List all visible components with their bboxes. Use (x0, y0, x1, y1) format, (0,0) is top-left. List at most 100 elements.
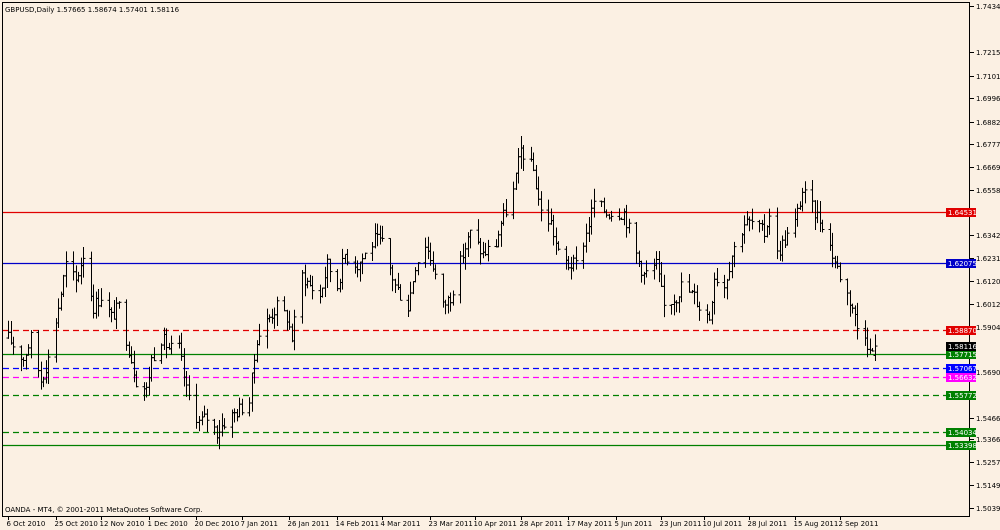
price-bar (574, 246, 579, 270)
price-bar (310, 275, 315, 300)
y-tick-label: 1.62310 (976, 255, 1000, 263)
level-tag-label: 1.56632 (948, 374, 977, 382)
level-tag-bg (946, 373, 976, 382)
x-tick-label: 5 Jun 2011 (615, 520, 653, 528)
price-bar (380, 225, 385, 242)
x-tick-label: 10 Apr 2011 (474, 520, 517, 528)
level-tag-label: 1.54034 (948, 429, 977, 437)
y-tick-label: 1.52570 (976, 459, 1000, 467)
price-bar (275, 296, 280, 327)
price-bar (64, 251, 69, 288)
price-bar (838, 262, 843, 283)
y-tick-label: 1.54660 (976, 415, 1000, 423)
price-bar (99, 288, 104, 308)
x-tick-label: 25 Oct 2010 (55, 520, 98, 528)
y-tick-label: 1.68820 (976, 119, 1000, 127)
y-tick-label: 1.50390 (976, 505, 1000, 513)
x-tick-label: 23 Jun 2011 (660, 520, 702, 528)
y-tick-label: 1.74340 (976, 3, 1000, 11)
y-tick-label: 1.63420 (976, 232, 1000, 240)
x-tick-label: 20 Dec 2010 (195, 520, 240, 528)
y-tick-label: 1.69960 (976, 95, 1000, 103)
price-bar (328, 258, 333, 283)
price-bar (803, 181, 808, 204)
y-tick-label: 1.51490 (976, 482, 1000, 490)
y-tick-label: 1.71010 (976, 73, 1000, 81)
level-tag-label: 1.57715 (948, 351, 977, 359)
y-tick-label: 1.72150 (976, 49, 1000, 57)
time-axis[interactable]: 6 Oct 2010 25 Oct 2010 12 Nov 2010 1 Dec 20… (7, 516, 879, 528)
plot-frame (2, 2, 970, 517)
y-tick-label: 1.53660 (976, 436, 1000, 444)
x-tick-label: 17 May 2011 (567, 520, 613, 528)
y-tick-label: 1.59040 (976, 324, 1000, 332)
price-bar (767, 208, 772, 235)
price-bar (134, 370, 139, 388)
price-bar (873, 334, 878, 362)
level-tag-bg (946, 428, 976, 437)
level-tag-bg (946, 441, 976, 450)
level-tag-bg (946, 391, 976, 400)
level-tag-label: 1.58870 (948, 327, 977, 335)
level-tag-label: 1.57067 (948, 365, 977, 373)
symbol-info: GBPUSD,Daily 1.57665 1.58674 1.57401 1.5… (5, 6, 180, 14)
price-bar (468, 229, 473, 249)
level-tags: 1.64531 1.62075 1.58870 1.57715 1.570671.566… (946, 208, 977, 450)
price-bar (609, 210, 614, 222)
price-bar (222, 418, 227, 430)
current-price-tag-bg (946, 342, 976, 351)
price-bar (416, 262, 421, 276)
y-tick-label: 1.61200 (976, 278, 1000, 286)
price-bar (117, 301, 122, 309)
level-tag-bg (946, 259, 976, 268)
price-bar (820, 219, 825, 233)
level-tag-label: 1.62075 (948, 260, 977, 268)
price-bar (152, 347, 157, 362)
y-tick-label: 1.67770 (976, 141, 1000, 149)
price-bar (240, 398, 245, 416)
x-tick-label: 14 Feb 2011 (336, 520, 380, 528)
level-tag-label: 1.55772 (948, 392, 977, 400)
y-tick-label: 1.66690 (976, 164, 1000, 172)
price-bar (292, 309, 297, 351)
price-bar (855, 302, 860, 340)
price-bar (81, 247, 86, 278)
y-tick-label: 1.56900 (976, 369, 1000, 377)
x-tick-label: 1 Dec 2010 (148, 520, 188, 528)
price-bar (870, 347, 875, 352)
y-tick-label: 1.60120 (976, 301, 1000, 309)
price-bar (697, 301, 702, 321)
price-bar (451, 290, 456, 306)
price-bar (363, 252, 368, 260)
price-bar (662, 274, 667, 318)
level-tag-bg (946, 350, 976, 359)
price-bar (46, 349, 51, 385)
price-bar (169, 335, 174, 355)
price-bar (556, 241, 561, 251)
level-tag-label: 1.64531 (948, 209, 977, 217)
price-bar (539, 191, 544, 222)
x-tick-label: 26 Jan 2011 (288, 520, 330, 528)
price-axis[interactable]: 1.74340 1.72150 1.71010 1.69960 1.68820 1.677… (970, 3, 1000, 513)
price-bar (785, 227, 790, 246)
x-tick-label: 28 Apr 2011 (520, 520, 563, 528)
price-bar (627, 218, 632, 234)
x-tick-label: 12 Nov 2010 (100, 520, 145, 528)
x-tick-label: 23 Mar 2011 (429, 520, 473, 528)
price-bar (398, 284, 403, 301)
price-bar (504, 199, 509, 218)
price-bar (486, 239, 491, 262)
price-bar (205, 408, 210, 433)
x-tick-label: 2 Sep 2011 (839, 520, 879, 528)
level-tag-label: 1.53398 (948, 442, 977, 450)
price-bar (592, 188, 597, 218)
x-tick-label: 6 Oct 2010 (7, 520, 46, 528)
price-bar (187, 375, 192, 401)
level-tag-bg (946, 364, 976, 373)
price-bar (732, 241, 737, 268)
x-tick-label: 7 Jan 2011 (241, 520, 279, 528)
price-bars (6, 136, 878, 450)
current-price-tag: 1.58116 (948, 343, 977, 351)
price-bar (679, 272, 684, 303)
